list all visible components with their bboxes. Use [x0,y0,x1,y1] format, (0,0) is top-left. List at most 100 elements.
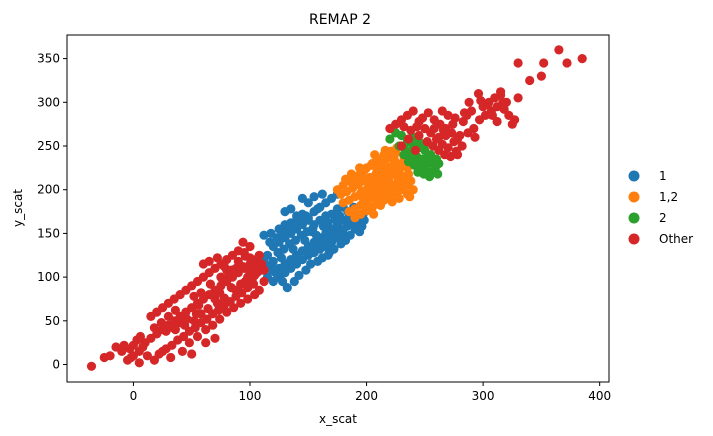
data-point [369,176,379,186]
data-point [194,300,204,310]
data-point [389,155,400,165]
data-point [276,253,287,263]
data-point [323,250,333,260]
y-axis-label: y_scat [11,189,25,227]
data-point [394,193,404,203]
legend: 1 1,2 2 Other [628,169,693,246]
y-tick-label: 350 [37,52,60,66]
data-point [443,110,453,120]
x-tick-label: 300 [472,389,495,403]
data-point [412,122,422,132]
data-point [168,323,178,333]
data-point [357,221,367,231]
data-point [375,200,386,210]
data-point [452,150,463,160]
data-point [259,265,269,275]
data-point [134,358,144,368]
data-point [358,193,368,203]
data-point [189,316,199,326]
data-point [308,223,318,233]
data-point [311,230,321,240]
data-point [405,192,415,202]
y-tick-label: 200 [37,183,60,197]
data-point [142,351,152,361]
data-point [161,326,171,336]
data-point [395,162,405,172]
data-point [434,132,444,142]
data-point [466,106,477,116]
data-point [387,197,397,207]
data-point [424,172,435,182]
legend-label: Other [659,232,693,246]
data-point [187,349,197,359]
data-point [215,314,225,324]
data-point [301,211,311,221]
legend-item: 2 [628,211,667,225]
x-axis: 0 100 200 300 400 [130,382,611,403]
data-point [177,346,187,356]
x-tick-label: 200 [355,389,378,403]
data-point [396,141,407,151]
data-point [484,97,494,107]
data-point [362,204,372,214]
data-point [410,145,421,155]
data-point [202,314,212,324]
data-point [365,189,375,199]
data-point [170,305,180,315]
legend-label: 2 [659,211,667,225]
data-point [210,333,220,343]
series-1 [332,143,418,223]
data-point [513,58,523,68]
data-point [156,318,166,328]
data-point [222,307,232,317]
data-point [423,108,433,118]
data-point [309,192,319,202]
data-point [536,71,547,81]
data-point [428,157,438,167]
data-point [469,123,479,134]
data-point [238,262,248,272]
data-point [311,241,321,252]
legend-marker [628,233,640,245]
data-point [507,119,517,129]
data-point [254,250,264,260]
data-point [335,211,345,221]
data-point [360,174,370,184]
data-point [459,108,470,118]
series-3 [86,45,587,371]
y-tick-label: 0 [52,358,60,372]
data-point [313,204,323,214]
data-point [208,320,218,330]
data-point [371,162,381,172]
data-point [105,351,115,361]
data-point [240,276,250,287]
x-tick-label: 100 [239,389,262,403]
chart-title: REMAP 2 [309,12,371,28]
data-point [445,151,456,162]
data-point [496,87,506,97]
data-point [126,352,136,363]
x-tick-label: 0 [130,389,138,403]
legend-label: 1 [659,169,667,183]
data-point [357,186,367,197]
data-point [250,270,260,280]
data-point [562,58,572,68]
data-point [323,218,333,228]
data-point [457,141,467,151]
legend-marker [628,170,640,182]
data-point [192,331,203,342]
data-point [167,340,177,350]
data-point [403,169,414,179]
data-point [452,134,463,144]
data-point [525,75,535,86]
data-point [408,106,418,116]
data-point [149,323,159,333]
x-tick-label: 400 [588,389,611,403]
data-point [201,325,211,335]
data-point [317,189,327,199]
legend-marker [628,191,640,203]
data-point [182,314,192,324]
data-point [222,265,232,275]
data-point [243,294,253,304]
data-point [229,303,239,313]
